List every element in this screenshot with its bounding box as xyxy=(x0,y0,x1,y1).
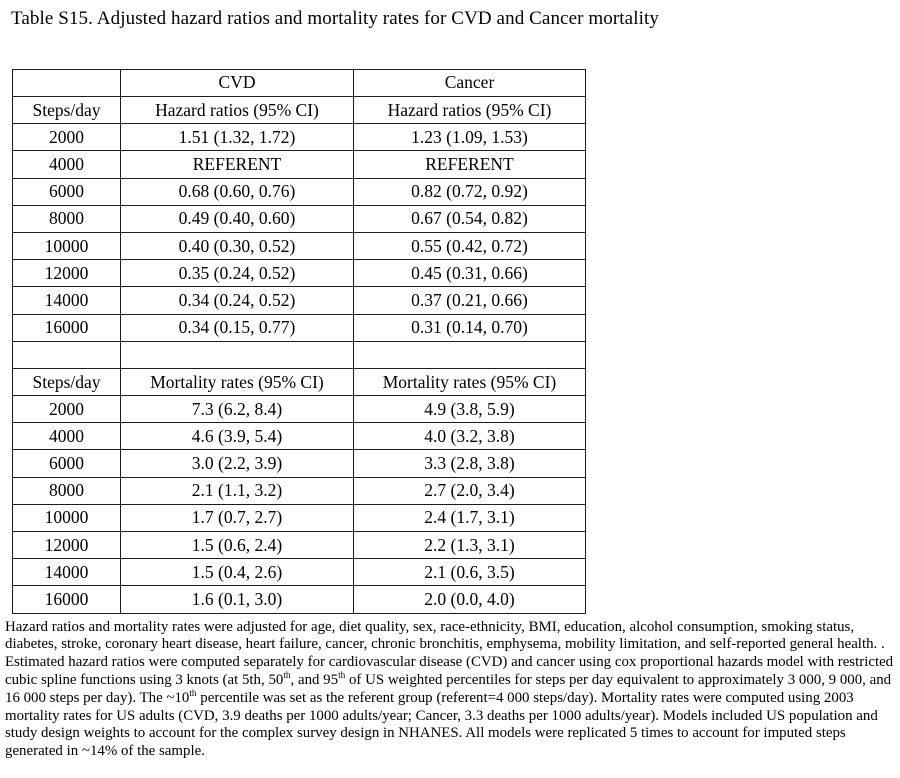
table-cell: 1.7 (0.7, 2.7) xyxy=(120,503,354,533)
table-cell: 1.5 (0.4, 2.6) xyxy=(120,558,354,587)
table-cell: 3.3 (2.8, 3.8) xyxy=(353,449,586,478)
table-cell: 0.67 (0.54, 0.82) xyxy=(353,204,586,233)
table-cell: 1.5 (0.6, 2.4) xyxy=(120,531,354,560)
table-cell: REFERENT xyxy=(120,150,354,179)
footnote-superscript: th xyxy=(189,687,197,698)
table-cell: 16000 xyxy=(12,585,121,614)
footnote-text: of US weighted percentiles for steps per… xyxy=(5,672,892,706)
table-row: 4000 4.6 (3.9, 5.4) 4.0 (3.2, 3.8) xyxy=(12,422,586,451)
column-header-cell: Mortality rates (95% CI) xyxy=(353,367,586,397)
table-row: 8000 2.1 (1.1, 3.2) 2.7 (2.0, 3.4) xyxy=(12,476,586,505)
table-cell: 0.34 (0.15, 0.77) xyxy=(120,313,354,342)
table-cell: 0.55 (0.42, 0.72) xyxy=(353,231,586,261)
footnote-superscript: th xyxy=(283,670,291,681)
table-cell: 6000 xyxy=(12,449,121,478)
table-cell: 0.34 (0.24, 0.52) xyxy=(120,286,354,315)
table-row: 6000 0.68 (0.60, 0.76) 0.82 (0.72, 0.92) xyxy=(12,177,586,206)
footnote-text: , and 95 xyxy=(290,672,339,689)
footnote-superscript: th xyxy=(338,670,346,681)
data-table-body: CVD Cancer Steps/day Hazard ratios (95% CI)… xyxy=(12,68,586,614)
table-cell: 6000 xyxy=(12,177,121,206)
table-title: Table S15. Adjusted hazard ratios and mo… xyxy=(11,8,659,29)
table-cell: 1.6 (0.1, 3.0) xyxy=(120,585,354,614)
table-row: 4000 REFERENT REFERENT xyxy=(12,150,586,179)
table-cell: 4.9 (3.8, 5.9) xyxy=(353,395,586,424)
footnote-text: Hazard ratios and mortality rates were a… xyxy=(5,618,894,689)
table-cell: 4000 xyxy=(12,150,121,179)
table-cell: 2.1 (0.6, 3.5) xyxy=(353,558,586,587)
table-row: 8000 0.49 (0.40, 0.60) 0.67 (0.54, 0.82) xyxy=(12,204,586,233)
table-cell: 2.1 (1.1, 3.2) xyxy=(120,476,354,505)
table-cell: 12000 xyxy=(12,259,121,288)
table-cell: 10000 xyxy=(12,231,121,261)
footnote: Hazard ratios and mortality rates were a… xyxy=(5,619,895,762)
table-cell: 2.2 (1.3, 3.1) xyxy=(353,531,586,560)
table-cell: 8000 xyxy=(12,476,121,505)
table-cell: 0.68 (0.60, 0.76) xyxy=(120,177,354,206)
table-row: 16000 1.6 (0.1, 3.0) 2.0 (0.0, 4.0) xyxy=(12,585,586,614)
table-cell xyxy=(12,340,121,369)
table-cell: 4000 xyxy=(12,422,121,451)
table-cell: 0.35 (0.24, 0.52) xyxy=(120,259,354,288)
table-cell: 14000 xyxy=(12,558,121,587)
table-cell xyxy=(353,340,586,369)
column-header-cell: Cancer xyxy=(353,68,586,98)
table-cell: 4.0 (3.2, 3.8) xyxy=(353,422,586,451)
table-cell: 2000 xyxy=(12,123,121,152)
column-header-cell: Hazard ratios (95% CI) xyxy=(353,96,586,125)
table-cell: 16000 xyxy=(12,313,121,342)
table-cell: 7.3 (6.2, 8.4) xyxy=(120,395,354,424)
table-cell: 2.7 (2.0, 3.4) xyxy=(353,476,586,505)
table-cell xyxy=(120,340,354,369)
table-row: 12000 0.35 (0.24, 0.52) 0.45 (0.31, 0.66) xyxy=(12,259,586,288)
table-row: 10000 0.40 (0.30, 0.52) 0.55 (0.42, 0.72) xyxy=(12,231,586,261)
table-row: 12000 1.5 (0.6, 2.4) 2.2 (1.3, 3.1) xyxy=(12,531,586,560)
table-cell: 2.4 (1.7, 3.1) xyxy=(353,503,586,533)
column-header-cell xyxy=(12,68,121,98)
table-row: 2000 7.3 (6.2, 8.4) 4.9 (3.8, 5.9) xyxy=(12,395,586,424)
table-row: 14000 0.34 (0.24, 0.52) 0.37 (0.21, 0.66) xyxy=(12,286,586,315)
column-header-cell: Steps/day xyxy=(12,96,121,125)
table-cell: 2.0 (0.0, 4.0) xyxy=(353,585,586,614)
footnote-text: percentile was set as the referent group… xyxy=(5,689,878,760)
table-cell: 10000 xyxy=(12,503,121,533)
header-row: CVD Cancer xyxy=(12,68,586,98)
column-header-cell: Steps/day xyxy=(12,367,121,397)
table-cell: REFERENT xyxy=(353,150,586,179)
table-cell: 14000 xyxy=(12,286,121,315)
table-cell: 0.45 (0.31, 0.66) xyxy=(353,259,586,288)
table-cell: 4.6 (3.9, 5.4) xyxy=(120,422,354,451)
column-header-cell: Mortality rates (95% CI) xyxy=(120,367,354,397)
table-row: 14000 1.5 (0.4, 2.6) 2.1 (0.6, 3.5) xyxy=(12,558,586,587)
spacer-row xyxy=(12,340,586,369)
header-row: Steps/day Hazard ratios (95% CI) Hazard ra… xyxy=(12,96,586,125)
table-cell: 12000 xyxy=(12,531,121,560)
table-row: 16000 0.34 (0.15, 0.77) 0.31 (0.14, 0.70) xyxy=(12,313,586,342)
table-cell: 0.82 (0.72, 0.92) xyxy=(353,177,586,206)
data-table: CVD Cancer Steps/day Hazard ratios (95% CI)… xyxy=(12,68,586,614)
table-cell: 1.51 (1.32, 1.72) xyxy=(120,123,354,152)
table-cell: 0.49 (0.40, 0.60) xyxy=(120,204,354,233)
table-cell: 2000 xyxy=(12,395,121,424)
table-row: 2000 1.51 (1.32, 1.72) 1.23 (1.09, 1.53) xyxy=(12,123,586,152)
table-cell: 8000 xyxy=(12,204,121,233)
header-row: Steps/day Mortality rates (95% CI) Mortali… xyxy=(12,367,586,397)
table-cell: 1.23 (1.09, 1.53) xyxy=(353,123,586,152)
table-cell: 0.37 (0.21, 0.66) xyxy=(353,286,586,315)
table-cell: 3.0 (2.2, 3.9) xyxy=(120,449,354,478)
table-cell: 0.31 (0.14, 0.70) xyxy=(353,313,586,342)
column-header-cell: Hazard ratios (95% CI) xyxy=(120,96,354,125)
table-row: 6000 3.0 (2.2, 3.9) 3.3 (2.8, 3.8) xyxy=(12,449,586,478)
table-cell: 0.40 (0.30, 0.52) xyxy=(120,231,354,261)
table-row: 10000 1.7 (0.7, 2.7) 2.4 (1.7, 3.1) xyxy=(12,503,586,533)
column-header-cell: CVD xyxy=(120,68,354,98)
